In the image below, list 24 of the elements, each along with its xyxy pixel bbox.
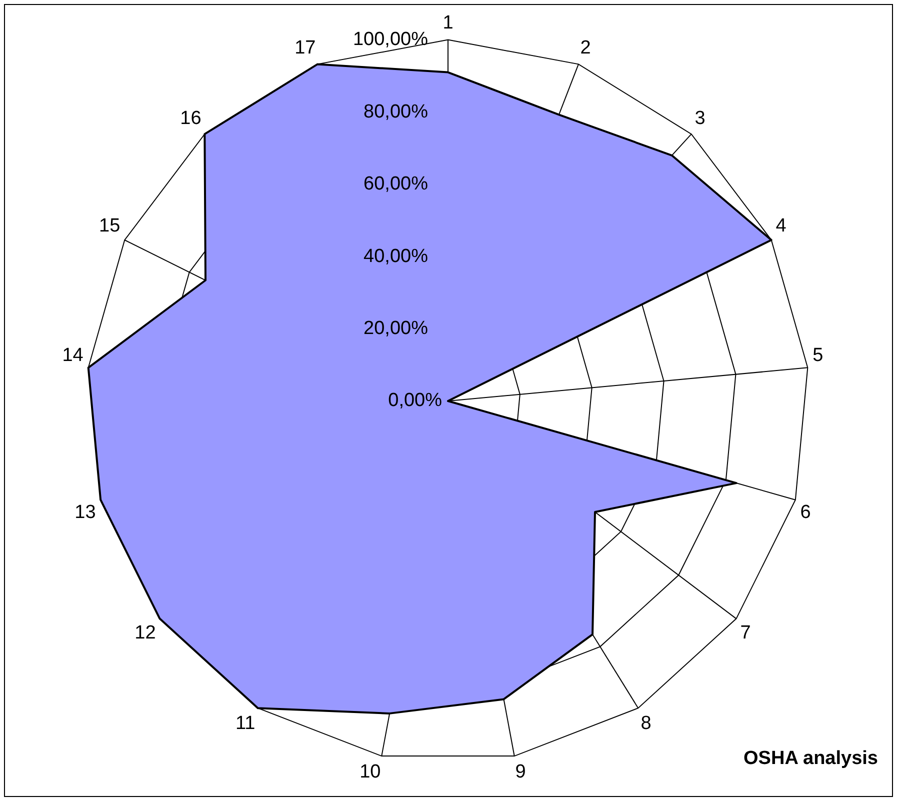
spoke-label: 7: [740, 622, 751, 644]
spoke-label: 4: [776, 216, 787, 237]
spoke-label: 2: [580, 37, 591, 58]
y-tick-label: 40,00%: [364, 246, 428, 267]
spoke-label: 6: [800, 502, 811, 523]
spoke-label: 11: [235, 712, 256, 734]
spoke-label: 14: [62, 345, 84, 366]
y-tick-label: 80,00%: [364, 101, 428, 122]
y-tick-label: 60,00%: [364, 174, 428, 195]
spoke-label: 8: [640, 712, 652, 734]
spoke-label: 15: [99, 216, 120, 237]
spoke-label: 16: [180, 108, 202, 130]
y-tick-label: 0,00%: [388, 390, 442, 412]
spoke-label: 12: [134, 622, 156, 644]
text: OSHA analysis: [744, 748, 878, 770]
spoke-label: 3: [694, 108, 706, 130]
spoke-label: 5: [812, 345, 824, 366]
spoke-label: 17: [294, 37, 316, 58]
spoke-label: 9: [515, 762, 526, 783]
spoke-label: 10: [360, 762, 381, 783]
spoke-label: 1: [442, 12, 454, 34]
y-tick-label: 100,00%: [352, 29, 428, 50]
y-tick-label: 20,00%: [364, 318, 428, 339]
spoke-label: 13: [74, 502, 96, 523]
